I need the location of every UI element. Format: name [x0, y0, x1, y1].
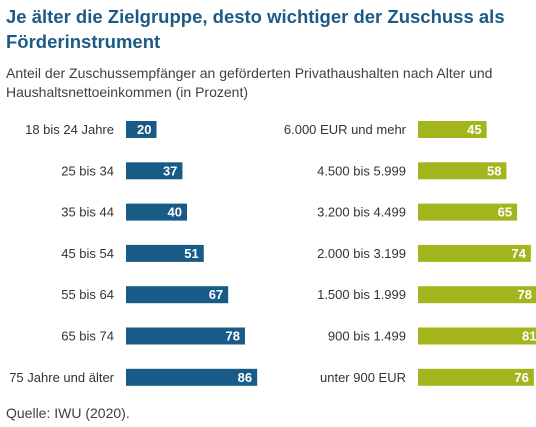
income-category-label: 900 bis 1.499 [328, 329, 406, 344]
income-bar [418, 327, 536, 345]
income-bar [418, 244, 531, 262]
age-bar [126, 368, 258, 386]
income-bar [418, 203, 518, 221]
income-value-label: 76 [514, 370, 528, 385]
age-category-label: 75 Jahre und älter [9, 370, 114, 385]
chart-subtitle: Anteil der Zuschussempfänger an geförder… [6, 65, 493, 100]
age-category-label: 45 bis 54 [61, 246, 114, 261]
age-bar [126, 121, 157, 138]
income-bar [418, 162, 507, 180]
age-value-label: 20 [137, 122, 151, 137]
income-value-label: 65 [498, 205, 512, 220]
age-bar [126, 162, 183, 180]
age-value-label: 37 [163, 163, 177, 178]
income-category-label: 1.500 bis 1.999 [317, 287, 406, 302]
income-category-label: unter 900 EUR [320, 370, 406, 385]
income-value-label: 58 [487, 163, 501, 178]
age-category-label: 65 bis 74 [61, 329, 114, 344]
age-category-label: 35 bis 44 [61, 205, 114, 220]
income-value-label: 74 [511, 246, 526, 261]
age-category-label: 18 bis 24 Jahre [25, 122, 114, 137]
income-value-label: 45 [467, 122, 481, 137]
income-category-label: 6.000 EUR und mehr [284, 122, 407, 137]
age-value-label: 40 [168, 205, 182, 220]
age-bar [126, 286, 229, 304]
age-value-label: 67 [209, 287, 223, 302]
income-value-label: 78 [517, 287, 531, 302]
income-bar [418, 286, 536, 304]
income-category-label: 2.000 bis 3.199 [317, 246, 406, 261]
age-value-label: 86 [238, 370, 252, 385]
source-note: Quelle: IWU (2020). [6, 405, 130, 421]
age-value-label: 78 [225, 329, 239, 344]
age-bar [126, 327, 245, 345]
age-category-label: 55 bis 64 [61, 287, 114, 302]
age-bar [126, 244, 204, 262]
age-value-label: 51 [184, 246, 198, 261]
age-bar [126, 203, 187, 221]
income-value-label: 81 [522, 329, 536, 344]
chart-title: Je älter die Zielgruppe, desto wichtiger… [6, 6, 505, 52]
income-category-label: 4.500 bis 5.999 [317, 163, 406, 178]
income-bar [418, 368, 534, 386]
age-category-label: 25 bis 34 [61, 163, 114, 178]
income-bar [418, 121, 487, 138]
bar-charts: 18 bis 24 Jahre 20 25 bis 34 37 35 bis 44 40 4… [9, 121, 536, 386]
income-category-label: 3.200 bis 4.499 [317, 205, 406, 220]
